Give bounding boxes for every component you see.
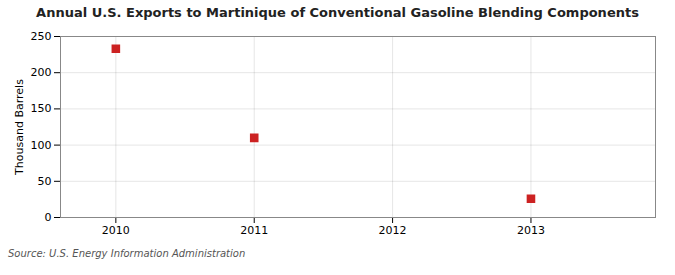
- html-text:Annual U.S. Exports to Martini: Annual U.S. Exports to Martinique of Con…: [36, 5, 639, 20]
- svg-text:2012: 2012: [379, 224, 407, 237]
- svg-text:200: 200: [31, 66, 52, 79]
- svg-text:0: 0: [45, 211, 52, 224]
- svg-text:50: 50: [38, 175, 52, 188]
- svg-text:Thousand Barrels: Thousand Barrels: [13, 79, 26, 176]
- svg-text:150: 150: [31, 102, 52, 115]
- svg-text:100: 100: [31, 139, 52, 152]
- svg-text:2011: 2011: [240, 224, 268, 237]
- svg-text:250: 250: [31, 30, 52, 43]
- html-text:Source: U.S. Energy Informatio: Source: U.S. Energy Information Administ…: [8, 248, 246, 259]
- svg-text:2010: 2010: [102, 224, 130, 237]
- svg-text:2013: 2013: [517, 224, 545, 237]
